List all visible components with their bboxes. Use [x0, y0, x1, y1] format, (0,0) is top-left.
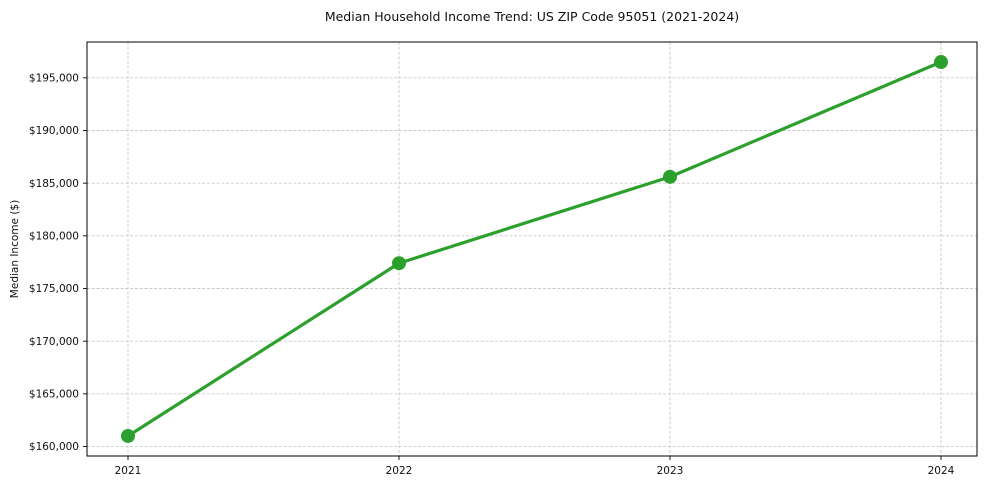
- y-tick-label: $160,000: [29, 441, 79, 453]
- data-point-2021: [121, 428, 135, 443]
- chart-title: Median Household Income Trend: US ZIP Co…: [325, 9, 739, 24]
- trend-line: [126, 60, 943, 438]
- y-tick-label: $165,000: [29, 389, 79, 401]
- y-tick-label: $190,000: [29, 125, 79, 137]
- x-tick-label: 2022: [386, 465, 413, 477]
- y-tick-label: $185,000: [29, 178, 79, 190]
- y-tick-label: $180,000: [29, 231, 79, 243]
- data-point-2023: [663, 169, 677, 184]
- x-tick-label: 2021: [115, 465, 142, 477]
- y-axis-label: Median Income ($): [9, 200, 21, 298]
- x-tick-label: 2024: [928, 465, 955, 477]
- y-tick-label: $175,000: [29, 283, 79, 295]
- y-tick-label: $170,000: [29, 336, 79, 348]
- data-point-2024: [934, 55, 948, 70]
- y-tick-label: $195,000: [29, 73, 79, 85]
- x-tick-label: 2023: [657, 465, 684, 477]
- data-point-2022: [392, 256, 406, 271]
- plot-area: $160,000 $165,000 $170,000 $175,000 $180,000…: [29, 41, 978, 477]
- plot-frame: [86, 41, 978, 457]
